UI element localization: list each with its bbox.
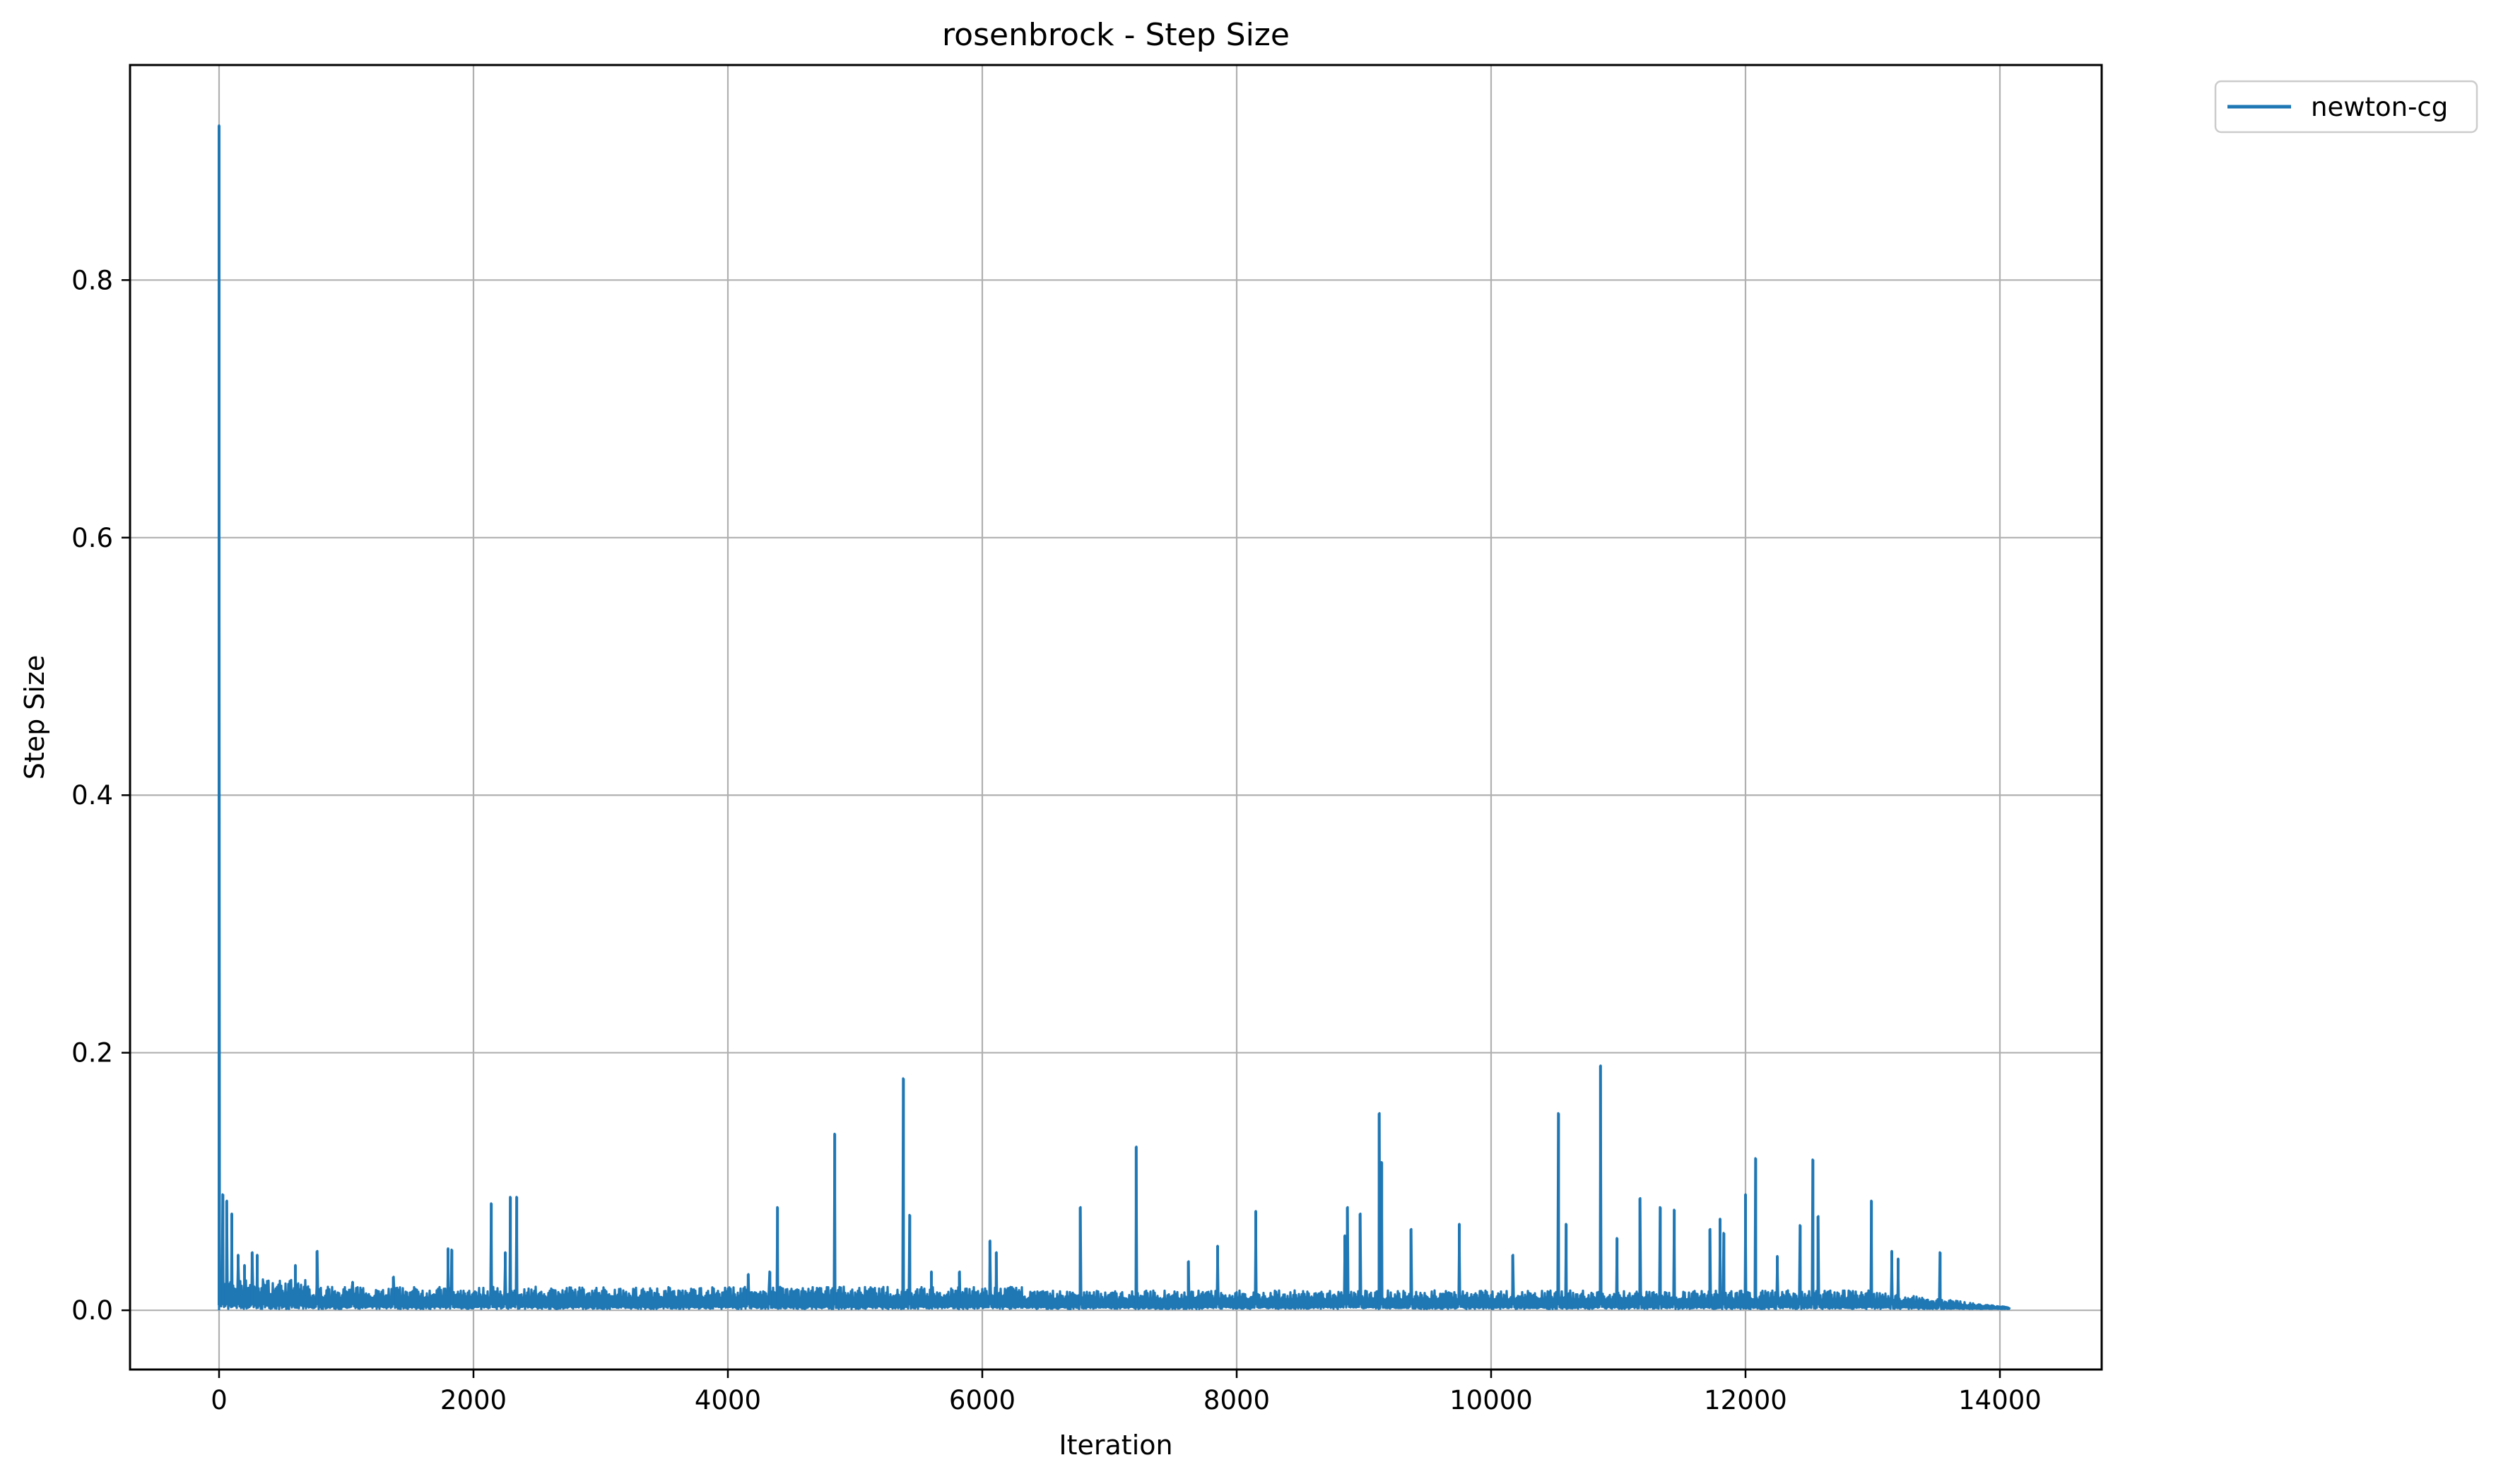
y-tick-label: 0.0 [71,1295,113,1326]
x-axis-label: Iteration [1059,1430,1172,1461]
x-tick-label: 4000 [695,1385,761,1415]
y-tick-label: 0.6 [71,523,113,553]
y-tick-label: 0.2 [71,1038,113,1068]
y-axis-label: Step Size [19,655,50,780]
chart-title: rosenbrock - Step Size [942,17,1290,53]
plot-area-frame [129,64,2103,1371]
y-tick-label: 0.4 [71,780,113,811]
grid-lines [130,65,2102,1370]
x-tick-label: 12000 [1704,1385,1787,1415]
x-tick-label: 6000 [949,1385,1016,1415]
x-tick-label: 8000 [1203,1385,1270,1415]
x-tick-label: 14000 [1958,1385,2042,1415]
x-tick-label: 10000 [1449,1385,1533,1415]
y-tick-label: 0.8 [71,265,113,295]
x-tick-label: 2000 [440,1385,507,1415]
axis-ticks: 0 2000 4000 6000 8000 10000 12000 14000 0.0 0.2 0.… [71,265,2042,1415]
legend: newton-cg [2214,80,2478,134]
legend-box [2214,80,2478,134]
legend-label-newton-cg: newton-cg [2311,92,2448,122]
x-tick-label: 0 [211,1385,228,1415]
data-series-layer [218,124,2011,1311]
